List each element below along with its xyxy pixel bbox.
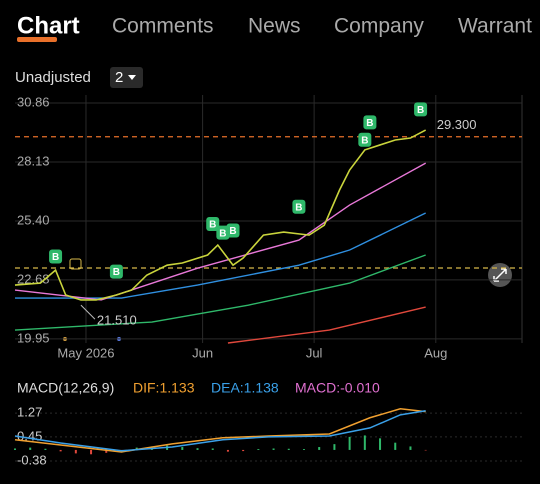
macd-bar — [14, 448, 16, 450]
macd-bar — [379, 438, 382, 450]
macd-line — [14, 408, 426, 453]
scroll-icon — [493, 268, 507, 282]
active-tab-underline — [17, 37, 57, 42]
x-tick-label: May 2026 — [57, 345, 114, 360]
macd-bar — [424, 449, 427, 451]
y-tick-label: 1.27 — [17, 405, 42, 420]
macd-bar — [181, 447, 184, 450]
macd-bar — [196, 448, 199, 450]
x-tick-label: Aug — [424, 345, 447, 360]
y-tick-label: 28.13 — [17, 153, 50, 168]
macd-legend: MACD:-0.010 — [295, 380, 380, 396]
macd-bar — [211, 448, 214, 450]
macd-bar — [333, 444, 336, 450]
period-value[interactable]: 2 — [115, 69, 123, 86]
moving-average — [14, 254, 426, 331]
tab[interactable]: Chart — [17, 12, 80, 39]
macd-bar — [318, 447, 321, 450]
dropdown-arrow — [128, 75, 136, 80]
buy-signal-label: B — [361, 135, 368, 146]
macd-bar — [302, 449, 305, 450]
event-icon — [69, 258, 82, 270]
buy-signal — [49, 249, 63, 264]
macd-legend: DEA:1.138 — [211, 380, 279, 396]
x-tick-label: Jun — [192, 345, 213, 360]
buy-signal — [226, 223, 240, 238]
macd-bar — [74, 449, 77, 454]
moving-average — [14, 162, 427, 301]
annotation-label: 21.510 — [97, 313, 137, 328]
macd-legend: DIF:1.133 — [133, 380, 195, 396]
macd-bar — [363, 435, 366, 450]
buy-signal-label: B — [295, 202, 302, 213]
macd-bar — [287, 448, 290, 450]
macd-title: MACD(12,26,9) — [17, 380, 114, 396]
macd-bar — [105, 449, 108, 453]
y-tick-label: 25.40 — [17, 212, 50, 227]
buy-signal — [414, 102, 428, 117]
buy-signal-label: B — [229, 226, 236, 237]
y-tick-label: -0.38 — [17, 452, 47, 467]
period-box[interactable] — [110, 67, 143, 88]
macd-bar — [59, 449, 62, 452]
buy-signal-label: B — [209, 220, 216, 231]
buy-signal — [292, 199, 306, 214]
macd-bar — [44, 448, 47, 450]
annotation-leader — [80, 304, 96, 320]
macd-bar — [272, 448, 275, 450]
buy-signal-label: B — [113, 267, 120, 278]
macd-bar — [29, 447, 32, 450]
y-tick-label: 30.86 — [17, 94, 50, 109]
buy-signal-label: B — [219, 228, 226, 239]
tab[interactable]: Comments — [112, 15, 214, 38]
tab[interactable]: Warrant — [458, 15, 532, 38]
macd-line — [14, 410, 426, 452]
buy-signal-label: B — [52, 252, 59, 263]
tab[interactable]: News — [248, 15, 301, 38]
moving-average — [227, 306, 426, 344]
price-line-series — [14, 129, 427, 301]
price-line-label: 29.300 — [437, 117, 477, 132]
buy-signal — [206, 217, 220, 232]
buy-signal-label: B — [366, 118, 373, 129]
macd-bar — [242, 449, 245, 452]
macd-bar — [257, 449, 260, 450]
x-tick-label: Jul — [306, 345, 323, 360]
y-tick-label: 19.95 — [17, 330, 50, 345]
buy-signal — [363, 115, 377, 130]
macd-bar — [394, 442, 397, 450]
buy-signal-label: B — [417, 105, 424, 116]
buy-signal — [358, 132, 372, 147]
buy-signal — [109, 264, 123, 279]
macd-bar — [409, 446, 412, 450]
macd-bar — [90, 449, 93, 455]
tab[interactable]: Company — [334, 15, 424, 38]
macd-bar — [226, 449, 229, 452]
buy-signal — [216, 225, 230, 240]
macd-bar — [348, 436, 351, 450]
adjust-selector[interactable]: Unadjusted — [15, 69, 91, 86]
